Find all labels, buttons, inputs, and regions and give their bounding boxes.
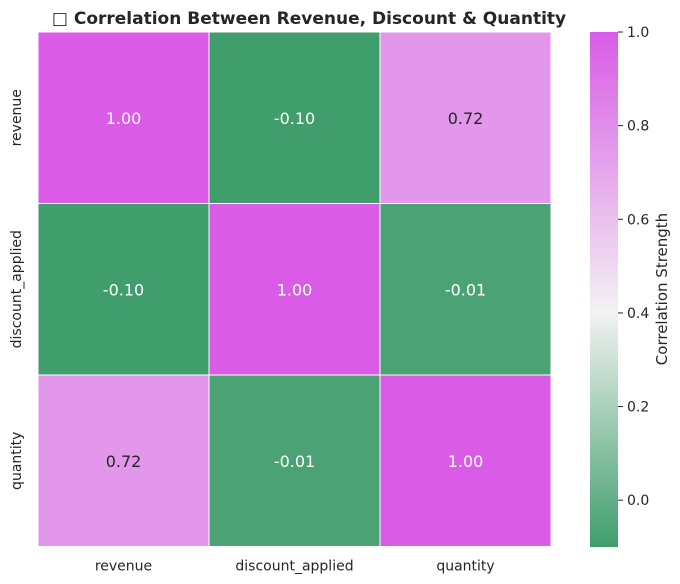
x-tick-label-discount_applied: discount_applied: [235, 559, 353, 575]
heatmap-cell-revenue-revenue: [37, 31, 210, 204]
heatmap-cell-value-revenue-discount_applied: -0.10: [274, 109, 315, 128]
heatmap-cell-quantity-revenue: [37, 374, 210, 547]
colorbar-tick-label: 0.8: [627, 119, 649, 135]
x-tick-label-quantity: quantity: [436, 559, 494, 575]
colorbar-label: Correlation Strength: [653, 213, 671, 365]
colorbar-tick-label: 0.2: [627, 400, 649, 416]
heatmap-cell-value-quantity-discount_applied: -0.01: [274, 452, 315, 471]
colorbar: 0.0 0.2 0.4 0.6 0.8 1.0 Correlation Strength: [590, 25, 671, 547]
x-axis-tick-labels: revenue discount_applied quantity: [95, 559, 495, 575]
heatmap-cell-quantity-quantity: [379, 374, 552, 547]
heatmap-cell-value-discount_applied-discount_applied: 1.00: [277, 280, 313, 299]
heatmap-cell-value-discount_applied-quantity: -0.01: [445, 280, 486, 299]
heatmap-cell-value-quantity-revenue: 0.72: [106, 452, 142, 471]
heatmap-cell-discount_applied-quantity: [379, 203, 552, 376]
colorbar-gradient: [590, 32, 618, 547]
chart-title: □ Correlation Between Revenue, Discount …: [52, 9, 566, 29]
y-tick-label-quantity: quantity: [9, 432, 25, 490]
heatmap-cell-discount_applied-revenue: [37, 203, 210, 376]
colorbar-tick-label: 0.0: [627, 493, 649, 509]
y-tick-label-revenue: revenue: [9, 89, 25, 146]
colorbar-tick-label: 1.0: [627, 25, 649, 41]
y-tick-label-discount_applied: discount_applied: [9, 230, 25, 348]
y-axis-tick-labels: revenue discount_applied quantity: [9, 89, 25, 490]
heatmap-cell-value-discount_applied-revenue: -0.10: [103, 280, 144, 299]
heatmap-cell-value-quantity-quantity: 1.00: [448, 452, 484, 471]
heatmap-cell-quantity-discount_applied: [208, 374, 381, 547]
heatmap-cells: [37, 31, 552, 547]
heatmap-cell-value-revenue-revenue: 1.00: [106, 109, 142, 128]
heatmap-cell-revenue-quantity: [379, 31, 552, 204]
colorbar-ticks: 0.0 0.2 0.4 0.6 0.8 1.0: [618, 25, 649, 509]
heatmap-cell-value-revenue-quantity: 0.72: [448, 109, 484, 128]
colorbar-tick-label: 0.6: [627, 212, 649, 228]
colorbar-tick-label: 0.4: [627, 306, 649, 322]
heatmap-cell-revenue-discount_applied: [208, 31, 381, 204]
heatmap-cell-discount_applied-discount_applied: [208, 203, 381, 376]
heatmap-cell-labels: 1.00 -0.10 0.72 -0.10 1.00 -0.01 0.72 -0.01 1.00: [103, 109, 486, 471]
x-tick-label-revenue: revenue: [95, 559, 152, 575]
